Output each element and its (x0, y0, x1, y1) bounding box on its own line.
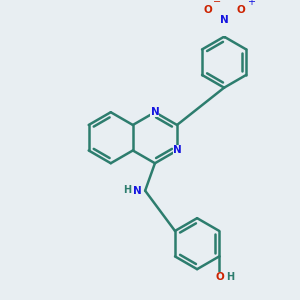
Text: H: H (226, 272, 234, 282)
Text: −: − (213, 0, 221, 7)
Text: O: O (236, 5, 245, 15)
Text: N: N (220, 15, 229, 25)
Text: H: H (123, 185, 131, 195)
Text: N: N (151, 107, 159, 117)
Text: N: N (173, 146, 182, 155)
Text: O: O (216, 272, 224, 282)
Text: +: + (247, 0, 255, 7)
Text: O: O (203, 5, 212, 15)
Text: N: N (133, 186, 142, 196)
